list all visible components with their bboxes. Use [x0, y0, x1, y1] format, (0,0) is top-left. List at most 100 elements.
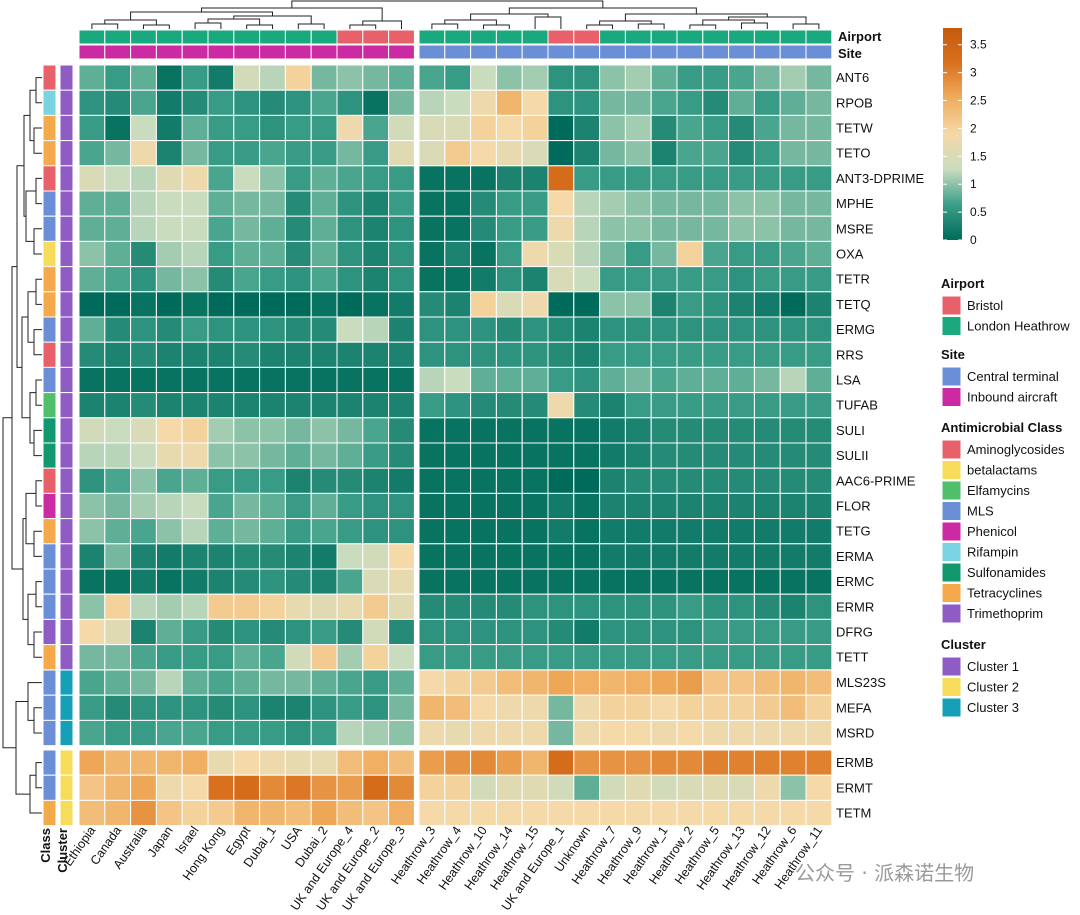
heatmap-cell: [233, 492, 261, 520]
heatmap-cell: [310, 190, 338, 217]
heatmap-cell: [418, 568, 446, 595]
heatmap-cell: [104, 719, 132, 747]
heatmap-cell: [130, 392, 157, 419]
heatmap-cell: [104, 64, 132, 91]
heatmap-cell: [388, 442, 415, 469]
heatmap-cell: [310, 417, 338, 444]
heatmap-cell: [702, 442, 730, 469]
heatmap-cell: [155, 774, 183, 801]
heatmap-cell: [181, 316, 209, 343]
heatmap-cell: [779, 719, 807, 747]
heatmap-cell: [388, 543, 415, 570]
heatmap-cell: [676, 215, 704, 242]
heatmap-cell: [388, 215, 415, 242]
heatmap-cell: [155, 215, 183, 242]
heatmap-cell: [573, 89, 601, 116]
heatmap-cell: [495, 316, 523, 343]
heatmap-cell: [470, 291, 497, 318]
heatmap-cell: [130, 114, 157, 142]
heatmap-cell: [470, 140, 497, 167]
heatmap-cell: [78, 240, 106, 268]
heatmap-cell: [573, 341, 601, 368]
heatmap-cell: [104, 669, 132, 696]
heatmap-cell: [336, 392, 364, 419]
heatmap-cell: [444, 568, 472, 595]
heatmap-cell: [130, 366, 157, 394]
heatmap-cell: [779, 518, 807, 545]
site-annotation-cell: [779, 44, 807, 60]
heatmap-cell: [388, 568, 415, 595]
legends: Airport Bristol London HeathrowSiteCentral…: [941, 276, 1070, 718]
heatmap-cell: [78, 669, 106, 696]
class-annotation-cell: [42, 492, 57, 520]
heatmap-cell: [418, 417, 446, 444]
dendrogram-branch: [33, 429, 42, 457]
heatmap-cell: [310, 774, 338, 801]
heatmap-cell: [259, 694, 286, 721]
heatmap-cell: [650, 467, 678, 494]
heatmap-cell: [233, 749, 261, 776]
heatmap-cell: [388, 669, 415, 696]
heatmap-cell: [155, 467, 183, 494]
heatmap-cell: [753, 291, 781, 318]
legend-item-label: Phenicol: [967, 524, 1017, 539]
heatmap-cell: [388, 240, 415, 268]
heatmap-cell: [728, 190, 755, 217]
heatmap-cell: [470, 568, 497, 595]
row-annotations: Class Cluster: [38, 64, 74, 873]
heatmap-cell: [753, 618, 781, 646]
heatmap-cell: [444, 593, 472, 620]
heatmap-cell: [362, 190, 390, 217]
heatmap-cell: [779, 799, 807, 827]
heatmap-cell: [284, 669, 312, 696]
heatmap-cell: [284, 316, 312, 343]
heatmap-cell: [362, 593, 390, 620]
airport-annotation-cell: [702, 29, 730, 45]
site-annotation-cell: [310, 44, 338, 60]
heatmap-cell: [388, 618, 415, 646]
heatmap-cell: [418, 543, 446, 570]
heatmap-cell: [259, 593, 286, 620]
heatmap-cell: [573, 266, 601, 293]
heatmap-cell: [78, 799, 106, 827]
heatmap-cell: [650, 799, 678, 827]
heatmap-cell: [388, 417, 415, 444]
heatmap-cell: [728, 543, 755, 570]
legend-swatch: [941, 439, 962, 460]
heatmap-cell: [259, 140, 286, 167]
cluster-annotation-cell: [59, 568, 74, 595]
heatmap-cell: [388, 518, 415, 545]
heatmap-cell: [233, 291, 261, 318]
heatmap-cell: [362, 316, 390, 343]
heatmap-cell: [470, 467, 497, 494]
heatmap-cell: [599, 442, 626, 469]
heatmap-cell: [573, 442, 601, 469]
heatmap-cell: [779, 749, 807, 776]
heatmap-cell: [676, 341, 704, 368]
heatmap-cell: [779, 316, 807, 343]
heatmap-cell: [155, 669, 183, 696]
heatmap-cell: [521, 417, 549, 444]
heatmap-cell: [753, 442, 781, 469]
cluster-annotation-cell: [59, 774, 74, 801]
class-annotation-cell: [42, 64, 57, 91]
heatmap-cell: [702, 64, 730, 91]
heatmap-cell: [676, 492, 704, 520]
heatmap-cell: [676, 618, 704, 646]
legend-item-label: MLS: [967, 504, 994, 519]
row-label: ERMT: [836, 780, 873, 795]
airport-annotation-cell: [336, 29, 364, 45]
heatmap-cell: [362, 618, 390, 646]
site-annotation-cell: [130, 44, 157, 60]
heatmap-cell: [547, 618, 575, 646]
heatmap-cell: [547, 64, 575, 91]
heatmap-cell: [310, 719, 338, 747]
heatmap-cell: [78, 190, 106, 217]
heatmap-cell: [495, 518, 523, 545]
dendrogram-branch: [16, 165, 24, 368]
legend-swatch: [941, 656, 962, 677]
heatmap-cell: [470, 618, 497, 646]
heatmap-cell: [207, 492, 235, 520]
heatmap-cell: [521, 291, 549, 318]
heatmap-cell: [599, 165, 626, 192]
